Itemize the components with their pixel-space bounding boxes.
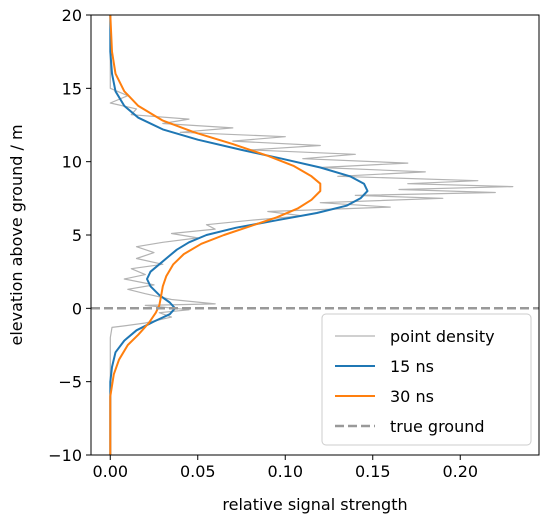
x-tick-label: 0.00 xyxy=(92,462,128,481)
x-tick-label: 0.10 xyxy=(267,462,303,481)
x-axis-label: relative signal strength xyxy=(222,495,407,514)
plot-area xyxy=(91,14,539,455)
legend-label: point density xyxy=(390,327,495,346)
series-line-15-ns xyxy=(109,15,369,455)
series-line-30-ns xyxy=(109,14,322,455)
legend-label: true ground xyxy=(390,417,485,436)
legend-label: 30 ns xyxy=(390,387,434,406)
y-axis-label: elevation above ground / m xyxy=(7,124,26,345)
legend-box xyxy=(321,313,532,446)
y-tick-label: −5 xyxy=(58,373,82,392)
x-axis: 0.00 0.05 0.10 0.15 0.20 xyxy=(92,455,478,481)
y-tick-label: 5 xyxy=(72,226,82,245)
x-tick-label: 0.15 xyxy=(355,462,391,481)
y-tick-label: 15 xyxy=(62,79,82,98)
legend: point density 15 ns 30 ns true ground xyxy=(321,313,532,446)
y-axis: −10 −5 0 5 10 15 20 xyxy=(48,6,91,465)
legend-label: 15 ns xyxy=(390,357,434,376)
x-tick-label: 0.20 xyxy=(442,462,478,481)
y-tick-label: 20 xyxy=(62,6,82,25)
x-tick-label: 0.05 xyxy=(180,462,216,481)
y-tick-label: 10 xyxy=(62,153,82,172)
y-tick-label: 0 xyxy=(72,299,82,318)
y-tick-label: −10 xyxy=(48,446,82,465)
